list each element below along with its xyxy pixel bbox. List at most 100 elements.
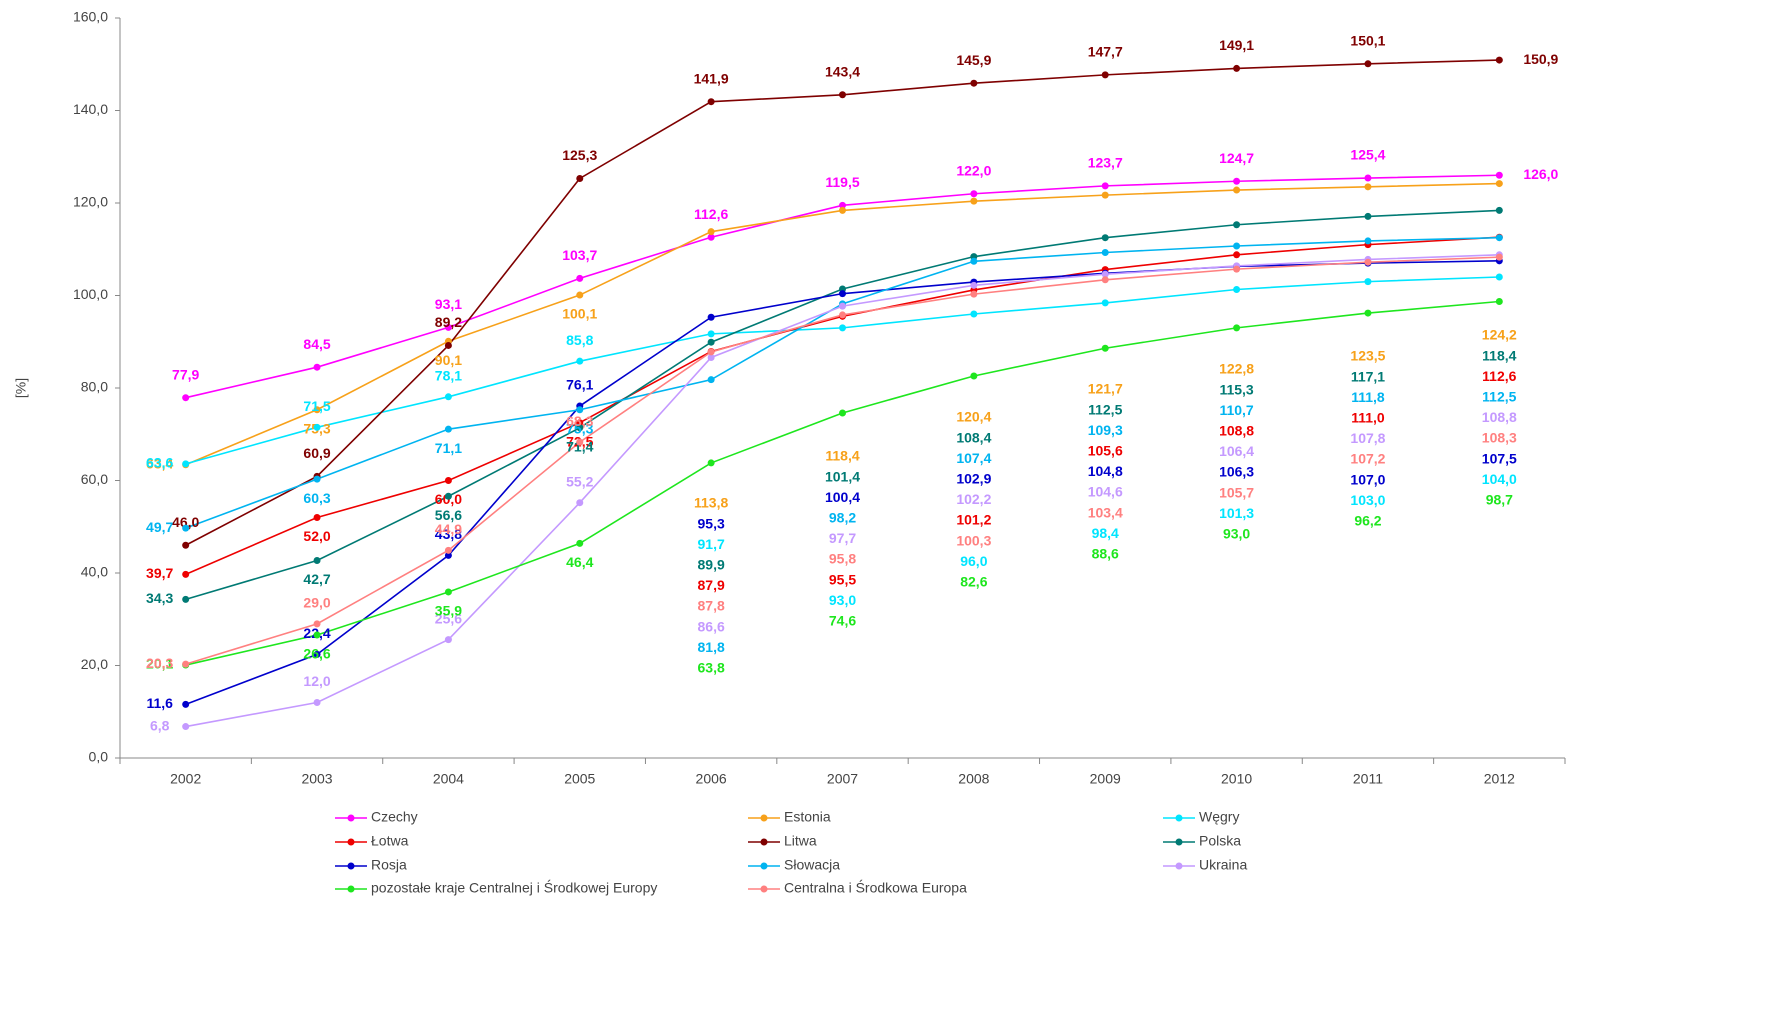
value-label: 71,5 [303,398,330,414]
y-tick-label: 140,0 [73,101,108,117]
value-label: 78,1 [435,367,462,383]
point [1495,273,1503,281]
x-tick-label: 2012 [1484,771,1515,787]
point [1495,253,1503,261]
point [576,291,584,299]
y-tick-label: 0,0 [89,749,109,765]
point [1101,270,1109,278]
point [313,699,321,706]
point [182,700,190,708]
value-label: 104,0 [1482,471,1517,487]
point [313,475,321,483]
x-tick-label: 2011 [1353,771,1383,787]
value-label: 85,8 [566,332,593,348]
value-label: 89,9 [698,557,725,573]
point [970,372,978,380]
value-label: 82,6 [960,574,987,590]
legend-label: Litwa [784,833,817,849]
series-line [185,182,1500,466]
legend-marker [760,814,768,822]
value-label: 124,7 [1219,150,1254,166]
value-label: 43,8 [435,526,462,542]
value-label: 12,0 [303,673,330,689]
point [1233,177,1241,185]
value-label: 107,4 [956,450,991,466]
point [182,394,190,402]
point [444,393,452,401]
point [313,363,321,371]
value-label: 52,0 [303,528,330,544]
point [1101,276,1109,284]
point [576,419,584,427]
point [313,406,321,414]
value-label: 81,8 [698,639,725,655]
point [839,201,846,209]
value-label: 112,6 [694,206,728,222]
point [970,197,978,205]
value-label: 125,3 [562,147,597,163]
value-label: 35,9 [435,603,462,619]
value-label: 96,2 [1354,513,1381,529]
value-label: 29,0 [303,595,330,611]
point [444,323,452,331]
value-label: 108,8 [1482,409,1517,425]
y-tick-label: 40,0 [81,564,108,580]
value-label: 118,4 [1482,347,1516,363]
value-label: 119,5 [825,174,859,190]
point [444,551,452,559]
legend-marker [760,885,768,893]
point [576,499,584,507]
legend-label: Węgry [1199,809,1239,825]
value-label: 122,0 [956,162,991,178]
point [1364,60,1372,68]
point [1233,251,1241,259]
point [1364,183,1372,191]
point [1101,299,1109,307]
point [576,539,584,547]
y-tick-label: 100,0 [73,286,108,302]
legend-label: Estonia [784,809,831,825]
value-label: 97,7 [829,530,856,546]
value-label: 60,9 [303,445,330,461]
point [970,310,978,318]
value-label: 102,9 [956,471,991,487]
value-label: 101,2 [956,512,991,528]
point [444,477,452,484]
value-label: 96,0 [960,553,987,569]
value-label: 60,3 [303,490,330,506]
value-label: 88,6 [1092,546,1119,562]
x-tick-label: 2008 [958,771,989,787]
value-label: 49,7 [146,519,173,535]
point [1364,174,1372,182]
point [313,631,321,639]
value-label: 71,4 [566,438,593,454]
point [182,595,190,603]
point [1364,237,1372,245]
y-tick-label: 20,0 [81,656,108,672]
point [1495,298,1503,306]
value-label: 104,8 [1088,463,1123,479]
value-label: 100,4 [825,489,860,505]
value-label: 147,7 [1088,44,1123,60]
value-label: 102,2 [956,491,991,507]
legend-marker [1175,862,1183,870]
value-label: 108,8 [1219,423,1254,439]
value-label: 93,0 [829,592,856,608]
point [707,353,715,361]
value-label: 112,5 [1482,389,1516,405]
value-label: 101,4 [825,468,860,484]
value-label: 117,1 [1351,368,1385,384]
value-label: 56,6 [435,507,462,523]
y-tick-label: 120,0 [73,194,108,210]
point [970,257,978,265]
value-label: 105,6 [1088,443,1123,459]
value-label: 121,7 [1088,381,1123,397]
value-label: 118,4 [825,448,859,464]
value-label: 150,1 [1350,32,1385,48]
legend-label: Czechy [371,809,418,825]
legend-label: Ukraina [1199,857,1247,873]
value-label: 123,5 [1350,348,1385,364]
value-label: 106,4 [1219,443,1254,459]
point [1495,180,1503,188]
point [182,541,190,549]
